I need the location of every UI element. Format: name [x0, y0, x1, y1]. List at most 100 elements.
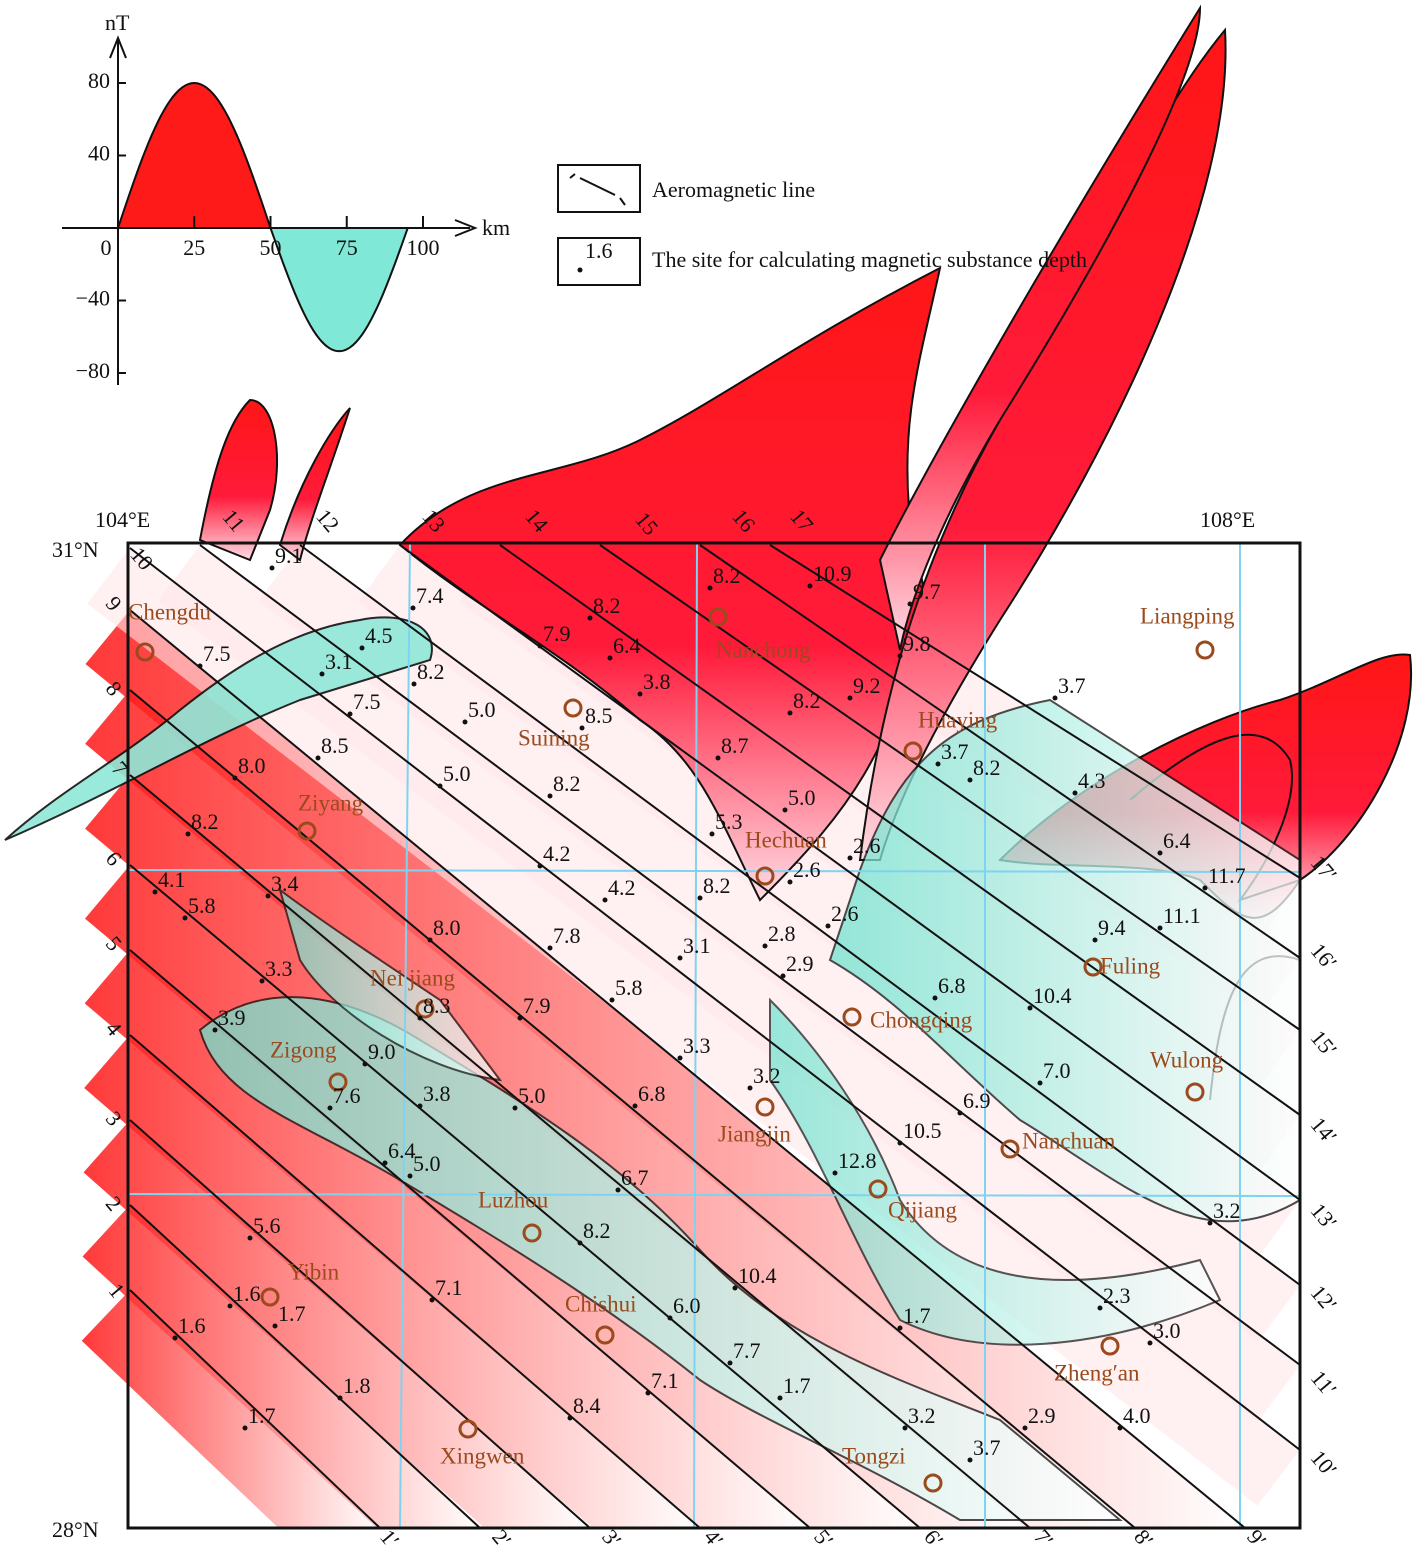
- depth-value: 2.8: [768, 921, 796, 946]
- band: [83, 1120, 590, 1528]
- depth-site-dot: [185, 831, 191, 837]
- depth-site-dot: [537, 863, 543, 869]
- depth-site-dot: [602, 897, 608, 903]
- depth-value: 3.1: [325, 649, 353, 674]
- corner-label: 104°E: [95, 507, 150, 532]
- line-end-label: 10′: [1306, 1445, 1342, 1482]
- city-name: Qijiang: [888, 1197, 957, 1222]
- depth-value: 2.6: [853, 833, 881, 858]
- city-name: Xingwen: [440, 1443, 525, 1468]
- depth-value: 8.5: [585, 703, 613, 728]
- band: [258, 545, 1301, 1342]
- y-axis-label: nT: [105, 10, 130, 35]
- depth-value: 7.5: [353, 689, 381, 714]
- depth-value: 1.7: [903, 1303, 931, 1328]
- depth-value: 4.1: [158, 867, 186, 892]
- x-arrow: [454, 219, 478, 237]
- depth-site-dot: [347, 711, 353, 717]
- positive-lobe: [116, 81, 272, 229]
- aeromagnetic-line: [129, 949, 811, 1529]
- depth-value: 8.7: [721, 733, 749, 758]
- aeromagnetic-line: [129, 547, 1301, 1451]
- map-frame: [126, 541, 1302, 1530]
- aeromagnetic-line: [769, 544, 1301, 879]
- depth-site-dot: [677, 1055, 683, 1061]
- city-marker: [755, 866, 775, 886]
- depth-value: 8.5: [321, 733, 349, 758]
- depth-value: 6.0: [673, 1293, 701, 1318]
- depth-site-dot: [269, 565, 275, 571]
- depth-value: 8.2: [191, 809, 219, 834]
- city-name: Suining: [518, 725, 590, 750]
- depth-value: 3.9: [218, 1005, 246, 1030]
- depth-value: 5.6: [253, 1213, 281, 1238]
- depth-site-dot: [957, 1110, 963, 1116]
- city-marker: [328, 1072, 348, 1092]
- depth-value: 9.2: [853, 673, 881, 698]
- x-tick-label: 0: [101, 235, 112, 260]
- city-name: Tongzi: [842, 1443, 906, 1468]
- city-name: Nei jiang: [370, 965, 455, 990]
- depth-value: 3.2: [1213, 1198, 1241, 1223]
- depth-site-dot: [932, 995, 938, 1001]
- depth-value: 1.8: [343, 1373, 371, 1398]
- depth-site-dot: [825, 923, 831, 929]
- depth-site-dot: [1022, 1425, 1028, 1431]
- depth-site-dot: [1097, 1305, 1103, 1311]
- depth-site-dot: [787, 710, 793, 716]
- depth-value: 3.3: [683, 1033, 711, 1058]
- city-marker: [522, 1223, 542, 1243]
- depth-value: 5.0: [788, 785, 816, 810]
- depth-value: 4.2: [608, 875, 636, 900]
- depth-value: 2.3: [1103, 1283, 1131, 1308]
- depth-site-dot: [232, 775, 238, 781]
- depth-site-dot: [417, 1015, 423, 1021]
- depth-value: 9.4: [1098, 915, 1126, 940]
- city-name: Fuling: [1100, 953, 1161, 978]
- city-name: Liangping: [1140, 603, 1235, 628]
- city-name: Ziyang: [298, 790, 364, 815]
- corner-label: 31°N: [52, 537, 99, 562]
- depth-site-dot: [265, 893, 271, 899]
- depth-site-dot: [907, 601, 913, 607]
- depth-site-dot: [429, 1297, 435, 1303]
- city-name: Hechuan: [745, 827, 827, 852]
- depth-value: 7.1: [651, 1368, 679, 1393]
- depth-site-dot: [1117, 1425, 1123, 1431]
- depth-value: 1.7: [248, 1403, 276, 1428]
- depth-site-dot: [382, 1160, 388, 1166]
- depth-site-dot: [437, 783, 443, 789]
- depth-value: 7.0: [1043, 1058, 1071, 1083]
- city-marker: [1100, 1336, 1120, 1356]
- city-marker: [297, 821, 317, 841]
- legend-dot: [577, 267, 583, 273]
- depth-value: 7.9: [523, 993, 551, 1018]
- depth-site-dot: [747, 1085, 753, 1091]
- cyan-zones: [198, 698, 1301, 1521]
- depth-value: 5.0: [468, 697, 496, 722]
- depth-value: 8.2: [553, 771, 581, 796]
- depth-site-dot: [897, 1325, 903, 1331]
- depth-site-dot: [242, 1425, 248, 1431]
- depth-site-dot: [897, 653, 903, 659]
- depth-value: 2.9: [1028, 1403, 1056, 1428]
- aeromagnetic-line: [299, 544, 1301, 1286]
- x-axis-label: km: [482, 215, 510, 240]
- depth-value: 7.1: [435, 1275, 463, 1300]
- depth-value: 5.8: [188, 893, 216, 918]
- line-end-label: 12′: [1306, 1280, 1342, 1317]
- depth-value: 8.2: [973, 755, 1001, 780]
- depth-site-dot: [732, 1285, 738, 1291]
- x-tick-label: 100: [407, 235, 440, 260]
- depth-site-dot: [1052, 695, 1058, 701]
- depth-value: 2.6: [831, 901, 859, 926]
- depth-value: 6.4: [613, 633, 641, 658]
- depth-value: 7.8: [553, 923, 581, 948]
- legend-label: The site for calculating magnetic substa…: [652, 247, 1087, 272]
- depth-value: 2.9: [786, 951, 814, 976]
- depth-site-dot: [677, 955, 683, 961]
- aeromagnetic-line: [399, 544, 1301, 1201]
- legend-sample-value: 1.6: [585, 238, 613, 263]
- map-grid: [127, 542, 1301, 1529]
